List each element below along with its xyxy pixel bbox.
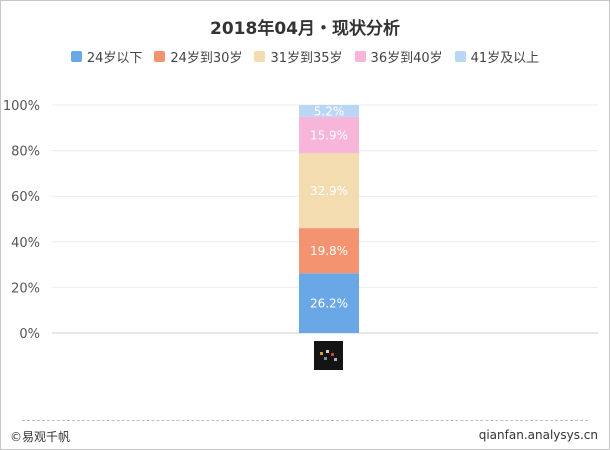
bar-segment-2[interactable]	[299, 153, 359, 229]
y-tick-label: 100%	[3, 99, 40, 114]
y-tick-label: 60%	[11, 190, 40, 205]
data-label: 32.9%	[310, 184, 348, 198]
legend-swatch	[70, 51, 82, 62]
chart-title: 2018年04月・现状分析	[210, 19, 400, 39]
legend-swatch	[354, 51, 366, 62]
legend-label: 36岁到40岁	[370, 51, 443, 66]
legend-item-3[interactable]: 36岁到40岁	[354, 47, 443, 66]
legend-swatch	[154, 51, 166, 62]
legend-label: 41岁及以上	[470, 51, 540, 66]
footer-brand: ©易观千帆	[10, 430, 71, 444]
footer-url[interactable]: qianfan.analysys.cn	[478, 428, 598, 442]
y-tick-label: 0%	[19, 327, 40, 342]
bar-segment-1[interactable]	[299, 228, 359, 274]
bar-segment-3[interactable]	[299, 116, 359, 154]
legend-item-1[interactable]: 24岁到30岁	[154, 47, 242, 66]
bar-segment-0[interactable]	[299, 273, 359, 333]
legend-swatch	[254, 51, 266, 62]
y-tick-label: 80%	[11, 145, 40, 160]
footer-divider	[22, 420, 588, 421]
legend-label: 24岁到30岁	[170, 51, 243, 66]
legend-item-0[interactable]: 24岁以下	[70, 47, 143, 66]
data-label: 5.2%	[314, 104, 345, 118]
legend-label: 31岁到35岁	[270, 51, 343, 66]
data-label: 19.8%	[310, 244, 348, 258]
category-thumbnail-image	[314, 341, 343, 370]
legend: 24岁以下 24岁到30岁 31岁到35岁 36岁到40岁 41岁及以上	[0, 47, 610, 66]
legend-label: 24岁以下	[86, 51, 143, 66]
legend-swatch	[454, 51, 466, 62]
legend-item-2[interactable]: 31岁到35岁	[254, 47, 343, 66]
y-tick-label: 40%	[11, 236, 40, 251]
data-label: 15.9%	[310, 128, 348, 142]
data-label: 26.2%	[310, 297, 348, 311]
y-tick-label: 20%	[11, 281, 40, 296]
legend-item-4[interactable]: 41岁及以上	[454, 47, 540, 66]
bar-segment-4[interactable]	[299, 105, 359, 117]
